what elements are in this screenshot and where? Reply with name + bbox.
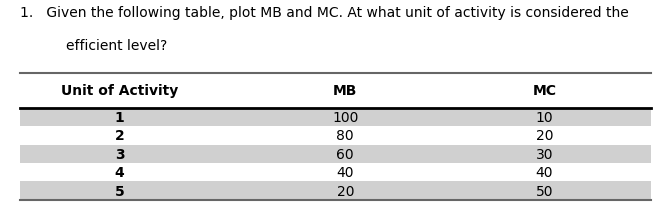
- Text: 80: 80: [337, 129, 354, 143]
- Text: 4: 4: [115, 165, 124, 179]
- Text: Unit of Activity: Unit of Activity: [61, 84, 178, 98]
- FancyBboxPatch shape: [20, 145, 651, 163]
- Text: 20: 20: [337, 184, 354, 198]
- Text: MC: MC: [533, 84, 556, 98]
- Text: 20: 20: [536, 129, 553, 143]
- FancyBboxPatch shape: [20, 108, 651, 126]
- Text: MB: MB: [333, 84, 357, 98]
- Text: 40: 40: [536, 165, 553, 179]
- Text: 60: 60: [337, 147, 354, 161]
- Text: 5: 5: [115, 184, 124, 198]
- FancyBboxPatch shape: [20, 182, 651, 200]
- Text: 40: 40: [337, 165, 354, 179]
- Text: 30: 30: [536, 147, 553, 161]
- Text: 100: 100: [332, 110, 359, 124]
- Text: 50: 50: [536, 184, 553, 198]
- Text: 10: 10: [536, 110, 553, 124]
- Text: 1: 1: [115, 110, 124, 124]
- Text: 3: 3: [115, 147, 124, 161]
- Text: 2: 2: [115, 129, 124, 143]
- Text: efficient level?: efficient level?: [66, 39, 167, 53]
- Text: 1.   Given the following table, plot MB and MC. At what unit of activity is cons: 1. Given the following table, plot MB an…: [20, 6, 629, 20]
